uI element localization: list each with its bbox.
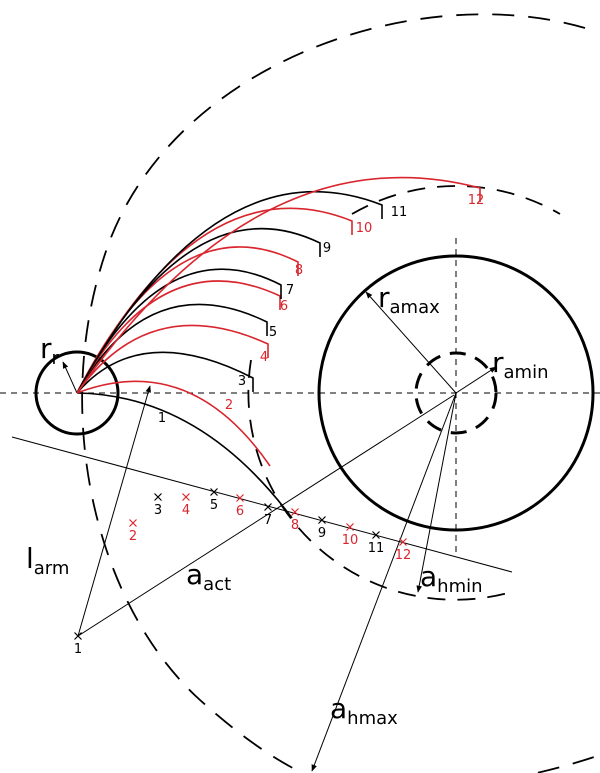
ahmin-arrow — [416, 392, 457, 593]
point-label: 11 — [368, 541, 385, 556]
rr-arrow — [62, 361, 78, 394]
point-label: 7 — [264, 513, 272, 528]
point-cross — [182, 493, 190, 501]
symbol-label: ahmin — [420, 560, 483, 597]
symbol-sub: amin — [504, 362, 549, 383]
symbol-label: aact — [186, 558, 231, 595]
curve-label: 5 — [269, 325, 277, 340]
curve-label: 1 — [158, 411, 166, 426]
symbol-sub: amax — [390, 297, 441, 318]
point-label: 1 — [74, 642, 82, 657]
geometry — [0, 13, 600, 773]
point-label: 9 — [318, 526, 326, 541]
cam-curve — [76, 324, 269, 394]
symbol-label: ahmax — [330, 692, 398, 729]
symbol-main: r — [40, 332, 52, 365]
symbol-label: rr — [40, 332, 60, 369]
curve-label: 10 — [356, 221, 373, 236]
symbol-sub: r — [52, 348, 60, 369]
cam-max-circle — [317, 254, 595, 532]
point-label: 2 — [129, 529, 137, 544]
symbol-main: a — [330, 692, 347, 725]
aact-line — [77, 394, 455, 637]
point-label: 3 — [154, 503, 162, 518]
cam-curve — [76, 176, 481, 394]
cam-curve — [76, 303, 268, 394]
point-label: 10 — [342, 533, 359, 548]
symbol-sub: hmin — [437, 576, 482, 597]
curve-label: 6 — [280, 299, 288, 314]
symbol-sub: hmax — [347, 708, 398, 729]
curve-label: 4 — [260, 350, 268, 365]
symbol-label: larm — [26, 542, 69, 579]
point-label: 12 — [395, 548, 412, 563]
symbol-main: a — [420, 560, 437, 593]
cam-curve — [76, 351, 254, 394]
point-label: 6 — [236, 504, 244, 519]
cam-curve — [76, 190, 383, 394]
outer-dashed-arc-tail — [532, 754, 600, 773]
symbol-sub: act — [203, 574, 231, 595]
cam-min-circle — [414, 351, 498, 435]
symbol-label: ramin — [492, 346, 549, 383]
cam-curve — [76, 280, 281, 394]
point-cross — [372, 531, 380, 539]
symbol-sub: arm — [34, 558, 70, 579]
outer-dashed-arc — [81, 13, 586, 773]
symbol-label: ramax — [378, 281, 440, 318]
curve-label: 3 — [238, 374, 246, 389]
curve-label: 7 — [286, 283, 294, 298]
point-cross — [236, 494, 244, 502]
mid-dashed-arc-top — [351, 185, 561, 215]
symbol-main: l — [26, 542, 34, 575]
point-cross — [318, 516, 326, 524]
curve-label: 9 — [323, 241, 331, 256]
point-cross — [346, 523, 354, 531]
curve-label: 2 — [225, 398, 233, 413]
curve-label: 8 — [295, 263, 303, 278]
point-cross — [291, 508, 299, 516]
ramax-arrow — [365, 291, 457, 394]
larm-arrow — [77, 385, 151, 637]
point-cross — [264, 503, 272, 511]
ahmax-arrow — [311, 392, 457, 772]
curve-label: 11 — [391, 205, 408, 220]
roller-circle — [34, 350, 120, 436]
cam-curve — [76, 207, 353, 394]
symbol-main: r — [492, 346, 504, 379]
point-cross — [74, 632, 82, 640]
mid-dashed-arc-bottom — [247, 359, 516, 601]
point-label: 4 — [182, 503, 190, 518]
ramin-arrow — [455, 366, 497, 394]
point-cross — [154, 493, 162, 501]
cam-curve — [76, 392, 293, 519]
point-cross — [399, 538, 407, 546]
symbol-main: a — [186, 558, 203, 591]
point-label: 5 — [210, 498, 218, 513]
symbol-main: r — [378, 281, 390, 314]
point-label: 8 — [291, 518, 299, 533]
point-cross — [129, 519, 137, 527]
pivot-line — [11, 436, 513, 573]
curve-label: 12 — [468, 193, 485, 208]
point-cross — [210, 488, 218, 496]
cam-curve — [76, 380, 271, 467]
